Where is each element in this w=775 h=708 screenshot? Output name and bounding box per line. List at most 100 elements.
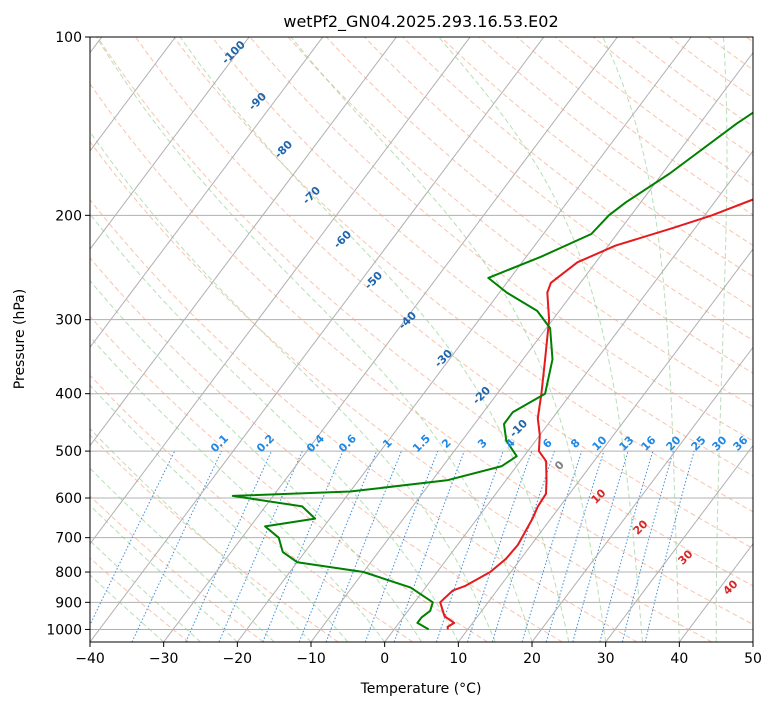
dewpoint-profile-line bbox=[231, 111, 753, 631]
mixing-ratio-line bbox=[599, 450, 654, 642]
moist-adiabat-label: -100 bbox=[219, 38, 248, 67]
chart-title: wetPf2_GN04.2025.293.16.53.E02 bbox=[283, 12, 558, 32]
dry-adiabat-label: 10 bbox=[589, 486, 609, 506]
dry-adiabat-line bbox=[135, 37, 753, 549]
dry-adiabat-line bbox=[90, 495, 264, 642]
mixing-ratio-label: 36 bbox=[731, 433, 751, 453]
isotherm-line bbox=[384, 150, 753, 642]
dry-adiabat-line bbox=[325, 37, 753, 374]
isotherm-line bbox=[90, 37, 250, 250]
x-axis-label: Temperature (°C) bbox=[360, 681, 482, 697]
moist-adiabat-line bbox=[90, 131, 496, 642]
mixing-ratio-label: 16 bbox=[639, 433, 659, 453]
dry-adiabat-line bbox=[745, 37, 753, 43]
dry-adiabat-line bbox=[707, 37, 753, 71]
moist-adiabat-label: -50 bbox=[362, 269, 385, 292]
dry-adiabat-label: 30 bbox=[676, 547, 696, 567]
mixing-ratio-label: 6 bbox=[540, 436, 555, 451]
x-tick-label: 0 bbox=[380, 651, 389, 667]
isotherm-line bbox=[90, 37, 177, 152]
mixing-ratio-label: 20 bbox=[664, 433, 684, 453]
moist-adiabat-line bbox=[90, 540, 201, 642]
isotherm-line bbox=[531, 346, 753, 642]
mixing-ratio-line bbox=[393, 450, 465, 642]
dry-adiabat-line bbox=[90, 374, 414, 642]
isotherm-line bbox=[90, 37, 398, 447]
moist-adiabat-line bbox=[90, 467, 275, 642]
dry-adiabat-line bbox=[249, 37, 753, 442]
isotherm-line bbox=[90, 37, 545, 642]
x-tick-label: 30 bbox=[597, 651, 615, 667]
x-tick-label: −30 bbox=[149, 651, 179, 667]
dry-adiabat-line bbox=[90, 83, 753, 625]
y-tick-label: 400 bbox=[55, 387, 82, 403]
mixing-ratio-line bbox=[364, 450, 439, 642]
dry-adiabat-line bbox=[402, 37, 753, 309]
moist-adiabat-line bbox=[715, 37, 728, 642]
y-tick-label: 500 bbox=[55, 444, 82, 460]
mixing-ratio-label: 8 bbox=[568, 436, 583, 451]
mixing-ratio-line bbox=[325, 450, 402, 642]
mixing-ratio-line bbox=[621, 450, 674, 642]
mixing-ratio-label: 30 bbox=[710, 433, 730, 453]
dry-adiabat-line bbox=[90, 557, 190, 642]
mixing-ratio-line bbox=[644, 450, 695, 642]
moist-adiabat-line bbox=[90, 335, 386, 642]
x-axis: −40 −30 −20 −10 0 10 20 30 40 50 bbox=[75, 642, 762, 667]
y-tick-label: 100 bbox=[55, 30, 82, 46]
isotherm-line bbox=[236, 37, 692, 642]
x-tick-label: 10 bbox=[449, 651, 467, 667]
x-tick-label: 20 bbox=[523, 651, 541, 667]
mixing-ratio-line bbox=[572, 450, 629, 642]
isotherm-line bbox=[163, 37, 619, 642]
mixing-ratio-label: 13 bbox=[617, 434, 637, 454]
mixing-ratio-label: 2 bbox=[439, 436, 454, 451]
mixing-ratio-line bbox=[131, 450, 223, 642]
isotherm-line bbox=[457, 248, 753, 642]
x-tick-label: 40 bbox=[670, 651, 688, 667]
dry-adiabat-line bbox=[90, 140, 712, 642]
moist-adiabat-line bbox=[90, 504, 238, 642]
isotherm-label: 0 bbox=[552, 458, 567, 473]
moist-adiabat-label: -30 bbox=[432, 347, 455, 370]
moist-adiabat-line bbox=[90, 279, 422, 642]
isotherm-line bbox=[605, 444, 753, 642]
moist-adiabat-line bbox=[438, 37, 643, 642]
temperature-profile-line bbox=[439, 198, 753, 630]
isotherm-line bbox=[90, 37, 324, 349]
moist-adiabat-label: -40 bbox=[396, 309, 419, 332]
dry-adiabat-line bbox=[90, 256, 563, 642]
isotherm-line bbox=[678, 542, 753, 642]
profile-lines bbox=[231, 111, 753, 631]
dry-adiabat-line bbox=[96, 37, 753, 587]
moist-adiabat-label: -90 bbox=[246, 90, 269, 113]
moist-adiabat-line bbox=[290, 37, 607, 642]
mixing-ratio-line bbox=[298, 450, 378, 642]
y-tick-label: 300 bbox=[55, 313, 82, 329]
dry-adiabat-line bbox=[440, 37, 753, 277]
mixing-ratio-label: 10 bbox=[590, 433, 610, 453]
y-tick-label: 200 bbox=[55, 208, 82, 224]
background-lines bbox=[90, 37, 753, 642]
dry-adiabat-line bbox=[554, 37, 753, 186]
moist-adiabat-label: -80 bbox=[272, 138, 295, 161]
isotherm-line bbox=[310, 51, 753, 642]
moist-adiabat-label: -60 bbox=[331, 228, 354, 251]
y-axis: 100 200 300 400 500 600 700 800 900 1000 bbox=[46, 30, 90, 638]
mixing-ratio-line bbox=[262, 450, 344, 642]
moist-adiabat-line bbox=[179, 37, 570, 642]
moist-adiabat-line bbox=[90, 213, 459, 642]
x-tick-label: −20 bbox=[223, 651, 253, 667]
mixing-ratio-label: 3 bbox=[475, 436, 490, 451]
y-tick-label: 600 bbox=[55, 491, 82, 507]
dry-adiabat-line bbox=[287, 37, 753, 408]
moist-adiabat-line bbox=[90, 427, 312, 642]
mixing-ratio-line bbox=[545, 450, 605, 642]
dry-adiabat-label: 40 bbox=[721, 577, 741, 597]
moist-adiabat-line bbox=[95, 37, 533, 642]
moist-adiabat-line bbox=[90, 384, 349, 642]
line-labels: 0.1 0.2 0.4 0.6 1 1.5 2 3 4 6 8 10 13 16 20 25 30 36-100-… bbox=[208, 38, 751, 598]
y-tick-label: 900 bbox=[55, 595, 82, 611]
x-tick-label: −40 bbox=[75, 651, 105, 667]
